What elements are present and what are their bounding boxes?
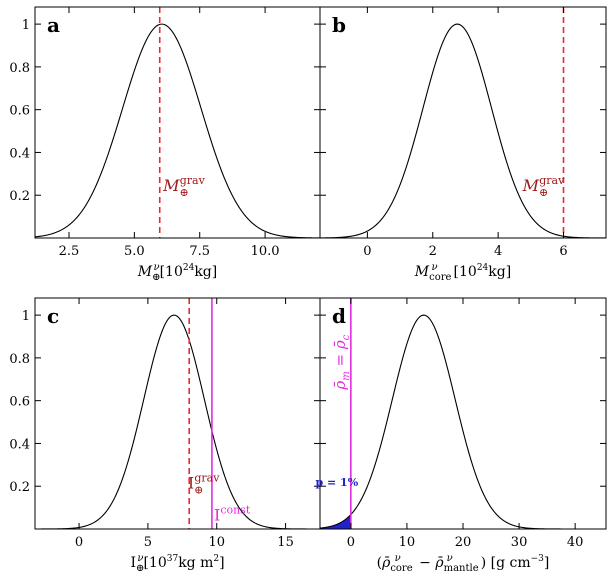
density-curve xyxy=(35,314,320,529)
y-tick-label: 0.6 xyxy=(9,104,30,119)
x-axis-label: I⊕ν[1037kg m2] xyxy=(130,553,224,574)
x-tick-label: 0 xyxy=(347,535,355,550)
density-curve xyxy=(320,314,606,529)
annotation-constant: Iconst xyxy=(214,503,251,524)
x-tick-label: 30 xyxy=(511,535,528,550)
x-tick-label: 0 xyxy=(75,535,83,550)
x-tick-label: 10 xyxy=(399,535,416,550)
annotation-equal-density: ρ̄m = ρ̄c xyxy=(331,334,352,390)
annotation-gravitational: M⊕grav xyxy=(162,174,205,199)
panel-letter: c xyxy=(47,304,59,328)
x-tick-label: 7.5 xyxy=(189,244,210,259)
x-tick-label: 6 xyxy=(559,244,567,259)
x-tick-label: 2 xyxy=(429,244,437,259)
density-curve xyxy=(320,23,606,238)
y-tick-label: 0.6 xyxy=(9,395,30,410)
x-tick-label: 10.0 xyxy=(251,244,280,259)
annotation-gravitational: I⊕grav xyxy=(188,471,220,496)
y-tick-label: 0.8 xyxy=(9,61,30,76)
panel-d: 0 10 20 30 40 d (ρ̄coreν − ρ̄mantleν) [g cm−3]… xyxy=(315,297,607,574)
annotation-probability: p = 1% xyxy=(315,476,358,489)
panel-letter: b xyxy=(332,13,346,37)
y-tick-label: 0.2 xyxy=(9,189,30,204)
panel-b: 0 2 4 6 b Mcoreν [1024kg] M⊕grav xyxy=(319,6,607,283)
y-tick-label: 0.2 xyxy=(9,480,30,495)
axes-frame xyxy=(34,297,321,530)
x-axis-label: M⊕ν[1024kg] xyxy=(137,262,217,283)
density-curve xyxy=(35,23,320,238)
shaded-region xyxy=(320,514,351,529)
annotation-gravitational: M⊕grav xyxy=(522,174,565,199)
y-tick-label: 0.8 xyxy=(9,352,30,367)
x-tick-label: 5.0 xyxy=(124,244,145,259)
y-tick-label: 1 xyxy=(22,309,30,324)
x-tick-label: 10 xyxy=(208,535,225,550)
axes-frame xyxy=(319,297,607,530)
x-axis-label: (ρ̄coreν − ρ̄mantleν) [g cm−3] xyxy=(377,553,550,574)
x-tick-label: 0 xyxy=(363,244,371,259)
panel-letter: a xyxy=(47,13,60,37)
x-tick-label: 2.5 xyxy=(59,244,80,259)
panel-a: 2.5 5.0 7.5 10.0 0.2 0.4 0.6 0.8 1 a M⊕ν[1024kg] M⊕… xyxy=(9,6,321,283)
x-tick-label: 20 xyxy=(455,535,472,550)
y-tick-label: 0.4 xyxy=(9,146,30,161)
x-axis-label: Mcoreν [1024kg] xyxy=(414,262,511,283)
axes-frame xyxy=(319,6,607,239)
x-tick-label: 40 xyxy=(567,535,584,550)
x-tick-label: 15 xyxy=(277,535,294,550)
x-tick-label: 4 xyxy=(494,244,502,259)
x-tick-label: 5 xyxy=(144,535,152,550)
y-tick-label: 0.4 xyxy=(9,437,30,452)
panel-letter: d xyxy=(332,304,346,328)
panel-c: 0 5 10 15 0.2 0.4 0.6 0.8 1 c I⊕ν[1037kg m2] I⊕grav… xyxy=(9,297,321,574)
y-tick-label: 1 xyxy=(22,18,30,33)
